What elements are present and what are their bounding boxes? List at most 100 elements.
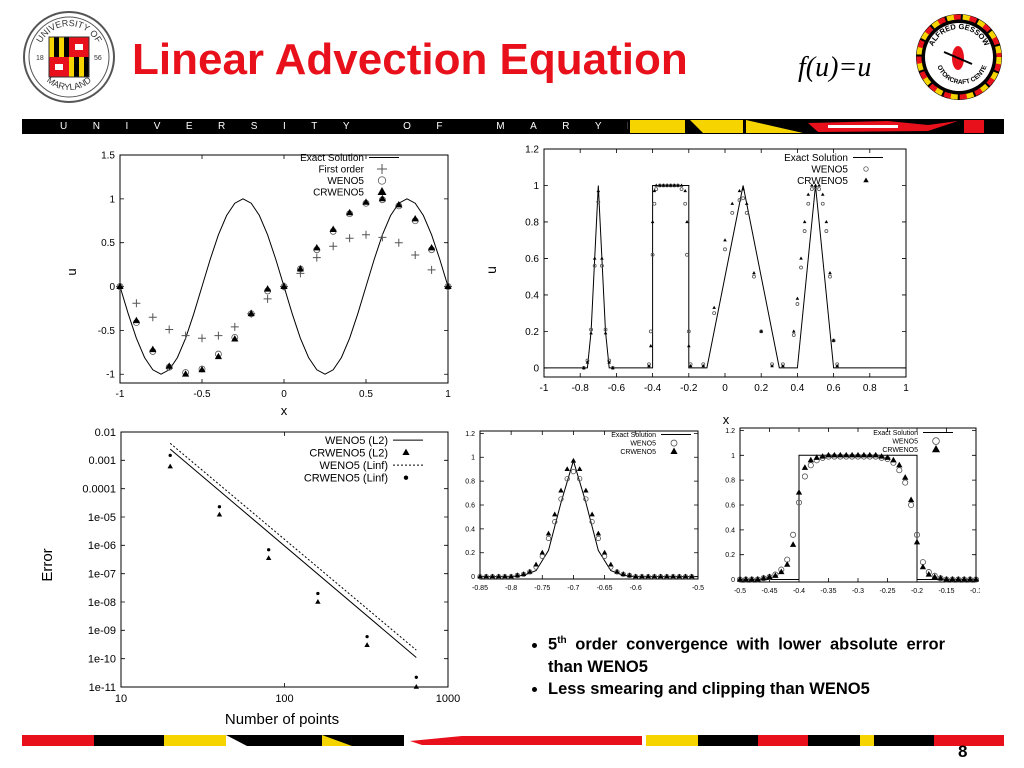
sine-xtick-label: 1 [445, 389, 451, 400]
sine-crweno5-point [313, 243, 321, 251]
waves-weno5-point [817, 187, 822, 192]
zoom-square-crweno5-point [866, 451, 873, 458]
zoom-square-crweno5-point [778, 568, 785, 575]
sine-crweno5-point [231, 335, 239, 342]
zoom-gaussian-crweno5-point [689, 573, 695, 579]
zoom-square-crweno5-point [907, 496, 915, 503]
zoom-square-weno5-point [807, 462, 814, 469]
waves-weno5-point [820, 201, 825, 206]
waves-weno5-point [802, 229, 807, 233]
sine-first-order-point [132, 299, 141, 308]
zoom-gaussian-xtick-label: -0.7 [567, 585, 579, 592]
convergence-legend-label: CRWENO5 (L2) [309, 448, 388, 460]
waves-crweno5-point [835, 364, 840, 368]
zoom-gaussian-crweno5-point [583, 487, 589, 493]
zoom-square-xtick-label: -0.35 [821, 588, 837, 595]
convergence-crweno5-l2-point [265, 555, 272, 561]
convergence-crweno5-l2-point [315, 599, 321, 604]
sine-crweno5-point [132, 316, 140, 324]
waves-weno5-point [723, 247, 727, 252]
zoom-gaussian-crweno5-point [633, 573, 639, 579]
waves-crweno5-point [795, 296, 800, 300]
zoom-gaussian-crweno5-point [682, 573, 689, 579]
sine-first-order-point [148, 313, 157, 322]
zoom-square-weno5-point [902, 479, 909, 486]
zoom-square-crweno5-point [801, 464, 809, 470]
waves-xtick-label: 0.2 [754, 383, 768, 394]
convergence-ytick-label: 0.0001 [82, 484, 116, 496]
sine-ytick-label: 0 [109, 282, 115, 293]
waves-weno5-point [791, 333, 796, 337]
waves-xtick-label: 0.6 [827, 383, 841, 394]
zoom-square-crweno5-point [784, 561, 791, 567]
zoom-gaussian-crweno5-point [670, 573, 676, 579]
waves-weno5-point [741, 196, 746, 201]
waves-plot-frame [543, 148, 907, 378]
waves-legend-label: Exact Solution [784, 153, 848, 164]
zoom-gaussian-ytick-label: 0 [471, 574, 475, 581]
zoom-gaussian-exact-solution-line [480, 459, 698, 578]
zoom-gaussian-weno5-point [545, 535, 552, 542]
zoom-square-crweno5-point [813, 454, 820, 460]
waves-crweno5-point [810, 183, 814, 187]
waves-xtick-label: 1 [903, 383, 909, 394]
convergence-chart: 10 100 1000 1e-11 1e-10 1e-09 1e-08 1e-07 1e-06 1… [39, 427, 460, 728]
zoom-square-weno5-point [908, 501, 915, 509]
waves-crweno5-point [585, 360, 590, 364]
sine-first-order-point [345, 234, 354, 243]
zoom-gaussian-crweno5-point [676, 573, 683, 579]
zoom-square-crweno5-point [890, 456, 897, 463]
sine-crweno5-point [198, 365, 206, 373]
zoom-gaussian-xtick-label: -0.8 [505, 585, 517, 592]
zoom-gaussian-weno5-point [570, 468, 577, 475]
convergence-crweno5-l2-point [216, 511, 223, 517]
zoom-gaussian-ytick-label: 0.4 [465, 526, 475, 533]
zoom-gaussian-weno5-point [577, 476, 583, 482]
waves-crweno5-point [737, 188, 742, 193]
zoom-square-crweno5-point [837, 451, 844, 458]
zoom-gaussian-crweno5-point [514, 572, 521, 578]
sine-xtick-label: -0.5 [193, 389, 211, 400]
page-number: 8 [958, 742, 968, 761]
zoom-gaussian-xtick-label: -0.6 [630, 585, 642, 592]
zoom-gaussian-crweno5-point [570, 457, 577, 463]
waves-xtick-label: 0.8 [863, 383, 877, 394]
waves-crweno5-point [600, 256, 604, 260]
sine-ytick-label: 1 [109, 194, 115, 205]
flux-formula: f(u)=u [798, 52, 872, 83]
waves-ytick-label: 1 [533, 181, 539, 192]
zoom-square-crweno5-point [795, 489, 803, 495]
sine-legend-label: Exact Solution [300, 153, 364, 164]
waves-ytick-label: 0.8 [525, 217, 539, 228]
zoom-square-crweno5-point [772, 572, 779, 578]
bullet-smearing: Less smearing and clipping than WENO5 [548, 678, 945, 700]
zoom-gaussian-legend-label: CRWENO5 [620, 449, 656, 456]
zoom-gaussian-ytick-label: 1.2 [465, 431, 475, 438]
zoom-gaussian-weno5-point [595, 535, 601, 542]
zoom-gaussian-legend-swatch [670, 439, 678, 447]
convergence-ytick-label: 1e-09 [88, 625, 116, 637]
zoom-square-crweno5-point [789, 541, 797, 547]
waves-crweno5-point [817, 183, 821, 187]
zoom-square-legend-label: CRWENO5 [882, 447, 918, 454]
convergence-legend-swatch [403, 475, 409, 480]
convergence-crweno5-linf-point [414, 675, 418, 679]
zoom-gaussian-plot-frame [479, 430, 699, 580]
convergence-legend-label: WENO5 (L2) [325, 435, 388, 447]
waves-crweno5-point [688, 364, 693, 368]
waves-crweno5-point [687, 343, 691, 348]
waves-crweno5-point [791, 329, 796, 333]
bullet-convergence: 5th order convergence with lower absolut… [548, 630, 945, 678]
waves-weno5-point [730, 210, 735, 215]
seal-year-right: 56 [94, 55, 102, 62]
waves-crweno5-point [592, 256, 597, 260]
zoom-square-ytick-label: 1 [731, 453, 735, 460]
waves-crweno5-point [596, 188, 601, 193]
sine-first-order-point [165, 325, 174, 334]
waves-crweno5-point [759, 329, 763, 333]
waves-legend-label: CRWENO5 [797, 176, 848, 187]
sine-crweno5-point [395, 200, 403, 208]
waves-weno5-point [589, 327, 593, 332]
zoom-square-crweno5-point [754, 576, 761, 582]
zoom-gaussian-crweno5-point [564, 466, 570, 471]
